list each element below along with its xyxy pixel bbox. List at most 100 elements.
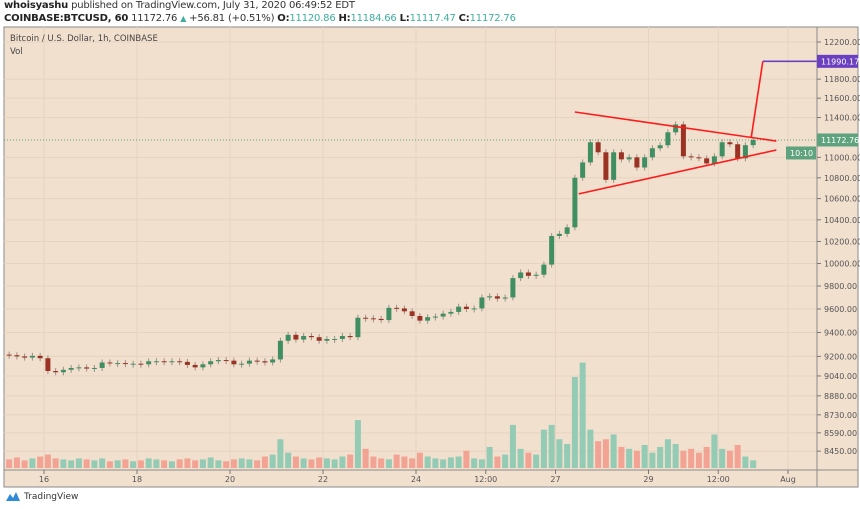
candle-body [471, 308, 477, 310]
price-tick-label: 11800.00 [824, 75, 860, 84]
candle-body [6, 354, 12, 356]
volume-bar [742, 456, 749, 468]
volume-bar [83, 459, 90, 468]
candle-body [595, 142, 601, 153]
volume-bar [122, 459, 129, 468]
tradingview-logo[interactable]: TradingView [5, 491, 78, 502]
candle-body [533, 274, 539, 276]
open-value: 11120.86 [289, 13, 336, 24]
candle-body [130, 363, 136, 365]
candle-body [704, 158, 710, 164]
volume-bar [153, 459, 160, 468]
lower-trendline[interactable] [578, 149, 777, 195]
volume-bar [285, 452, 292, 468]
volume-bar [385, 459, 392, 468]
candle-body [456, 306, 462, 312]
candle-body [68, 367, 74, 370]
candle-body [432, 316, 438, 318]
candle-body [518, 272, 524, 279]
author-name[interactable]: whoisyashu [4, 0, 69, 11]
candle-body [401, 308, 407, 312]
volume-bar [711, 434, 718, 468]
volume-bar [579, 362, 586, 468]
symbol-label: COINBASE:BTCUSD, 60 [4, 13, 129, 24]
candle-body [254, 360, 260, 362]
candle-body [200, 364, 206, 368]
volume-bar [362, 448, 369, 468]
volume-bar [571, 376, 578, 468]
volume-bar [130, 461, 137, 468]
candle-body [223, 360, 229, 362]
bar-countdown-tag [786, 146, 816, 160]
volume-bar [269, 454, 276, 468]
volume-bar [695, 452, 702, 468]
candle-body [177, 361, 183, 363]
chart-frame [3, 26, 859, 488]
candle-body [153, 361, 159, 363]
candle-body [727, 142, 733, 145]
candle-body [603, 152, 609, 180]
candle-body [487, 296, 493, 298]
candle-body [60, 369, 66, 373]
symbol-info-bar: COINBASE:BTCUSD, 60 11172.76 ▲ +56.81 (+… [4, 13, 516, 25]
candle-body [301, 336, 307, 340]
tradingview-logo-icon [6, 492, 20, 501]
volume-bar [440, 459, 447, 468]
breakout-projection-line[interactable] [750, 61, 764, 138]
candle-body [448, 311, 454, 314]
candle-body [510, 278, 516, 298]
time-tick-label: 12:00 [707, 475, 730, 484]
candle-body [750, 139, 756, 146]
volume-bar [564, 444, 571, 468]
high-value: 11184.66 [350, 13, 397, 24]
price-axis[interactable]: 12200.00 11800.00 11600.00 11400.00 11000.00… [817, 38, 860, 456]
candle-body [719, 142, 725, 157]
price-tick-label: 11600.00 [824, 94, 860, 103]
volume-bar [106, 461, 113, 468]
drawings[interactable] [574, 60, 817, 195]
candle-body [688, 156, 694, 158]
publish-info: whoisyashu published on TradingView.com,… [4, 0, 355, 12]
candle-body [657, 145, 663, 149]
volume-bar [316, 457, 323, 468]
volume-bar [246, 459, 253, 468]
candle-body [696, 157, 702, 159]
time-tick-label: 22 [318, 475, 328, 484]
price-tick-label: 9040.00 [824, 372, 857, 381]
volume-bar [261, 456, 268, 468]
candle-body [208, 361, 214, 365]
price-tick-label: 8730.00 [824, 411, 857, 420]
price-tick-label: 8450.00 [824, 447, 857, 456]
candle-body [626, 157, 632, 160]
time-axis[interactable]: 16 18 20 22 24 12:00 27 29 12:00 Aug [39, 470, 796, 484]
volume-bar [254, 460, 261, 468]
volume-bar [370, 456, 377, 468]
volume-bar [688, 448, 695, 468]
close-label: C: [458, 13, 470, 24]
volume-bar [230, 459, 237, 468]
candle-body [138, 363, 144, 365]
volume-bar [517, 448, 524, 468]
volume-bar [509, 424, 516, 468]
candle-body [239, 363, 245, 365]
volume-bar [184, 458, 191, 468]
candle-body [417, 315, 423, 321]
price-tick-label: 10000.00 [824, 260, 860, 269]
price-tick-label: 10200.00 [824, 237, 860, 246]
candle-body [502, 297, 508, 299]
upper-trendline[interactable] [574, 111, 777, 142]
candle-body [332, 338, 338, 340]
grid [4, 27, 817, 470]
candle-body [525, 272, 531, 276]
candle-body [115, 363, 121, 365]
high-label: H: [338, 13, 351, 24]
price-change: +56.81 (+0.51%) [189, 13, 275, 24]
price-tick-label: 8880.00 [824, 392, 857, 401]
volume-bar [292, 456, 299, 468]
candle-body [122, 363, 128, 365]
candle-body [76, 367, 82, 369]
volume-bar [657, 446, 664, 468]
volume-bar [471, 458, 478, 468]
volume-bar [308, 459, 315, 468]
